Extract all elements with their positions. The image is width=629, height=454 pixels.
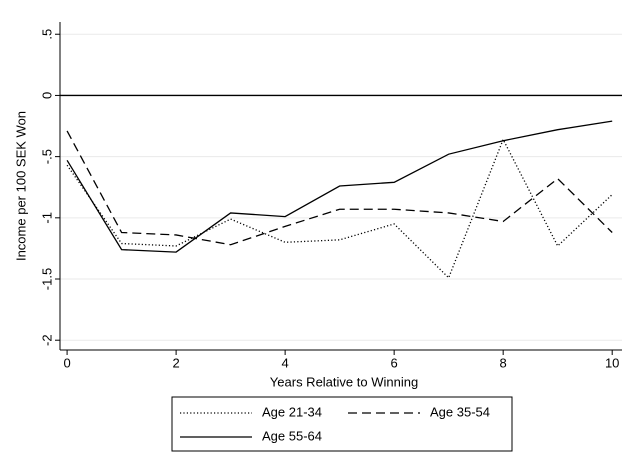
legend-box xyxy=(171,396,513,452)
legend-label: Age 35-54 xyxy=(430,404,490,419)
y-tick-label: -1.5 xyxy=(39,268,54,290)
y-tick-label: .5 xyxy=(39,29,54,40)
x-tick-label: 10 xyxy=(605,355,619,370)
x-tick-label: 4 xyxy=(282,355,289,370)
y-axis-label: Income per 100 SEK Won xyxy=(13,111,28,261)
x-tick-label: 8 xyxy=(500,355,507,370)
legend-label: Age 55-64 xyxy=(262,428,322,443)
series-line xyxy=(66,120,613,253)
y-tick-label: -.5 xyxy=(39,149,54,164)
series-line xyxy=(66,130,613,246)
y-tick-label: 0 xyxy=(39,92,54,99)
y-tick-label: -1 xyxy=(39,212,54,224)
x-tick-label: 2 xyxy=(172,355,179,370)
x-tick-label: 0 xyxy=(63,355,70,370)
y-tick-label: -2 xyxy=(39,334,54,346)
x-tick-label: 6 xyxy=(391,355,398,370)
series-line xyxy=(66,137,613,279)
x-axis-label: Years Relative to Winning xyxy=(270,374,418,389)
legend-label: Age 21-34 xyxy=(262,404,322,419)
